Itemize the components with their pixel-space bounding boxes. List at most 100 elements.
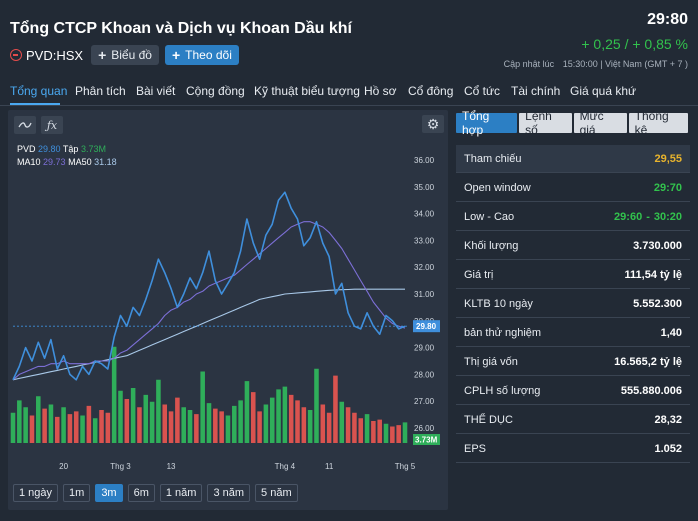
volume-bar [301, 407, 307, 443]
tab-articles[interactable]: Bài viết [136, 84, 176, 98]
current-price: 29:80 [647, 11, 688, 28]
stats-tab-orders[interactable]: Lệnh số [519, 109, 572, 137]
remove-icon[interactable] [10, 49, 22, 61]
x-tick-label: Thg 3 [110, 462, 131, 471]
volume-bar [333, 375, 338, 443]
tab-price-history[interactable]: Giá quá khứ [570, 84, 637, 98]
price-chart[interactable]: 36.0035.0034.0033.0032.0031.0030.0029.00… [8, 110, 448, 480]
function-icon[interactable]: ƒx [41, 116, 63, 134]
volume-bar [320, 404, 326, 443]
follow-button[interactable]: + Theo dõi [164, 45, 239, 65]
volume-bar [99, 410, 104, 443]
volume-bar [162, 404, 168, 443]
volume-bar [396, 425, 401, 443]
stat-value: 555.880.006 [620, 384, 682, 397]
stat-label: Low - Cao [464, 210, 515, 223]
tab-profile[interactable]: Hồ sơ [364, 84, 397, 98]
volume-bar [288, 394, 294, 443]
y-tick-label: 26.00 [414, 424, 435, 433]
chart-button[interactable]: + Biểu đồ [91, 45, 159, 65]
tab-overview[interactable]: Tổng quan [10, 84, 68, 98]
volume-bar [124, 399, 130, 443]
period-3m[interactable]: 3m [95, 484, 123, 502]
tab-analysis[interactable]: Phân tích [75, 84, 126, 98]
price-tag-label: 29.80 [416, 322, 437, 331]
y-tick-label: 28.00 [414, 370, 435, 379]
volume-bar [200, 371, 205, 443]
stat-row-value: Giá trị 111,54 tỷ lệ [456, 261, 690, 289]
stat-value: 16.565,2 tỷ lệ [614, 355, 682, 368]
volume-bar [61, 407, 66, 443]
volume-bar [181, 407, 186, 443]
tab-dividends[interactable]: Cổ tức [464, 84, 501, 98]
volume-bar [307, 410, 313, 443]
ma10-line [12, 221, 406, 381]
volume-bar [339, 401, 345, 443]
stats-tab-statistics[interactable]: Thống kê [628, 109, 689, 137]
stat-label: THỂ DỤC [464, 413, 513, 426]
period-1d[interactable]: 1 ngày [13, 484, 59, 502]
stat-high: 30:20 [653, 210, 682, 223]
gear-icon[interactable]: ⚙ [422, 115, 444, 133]
volume-bar [244, 381, 250, 443]
volume-bar [42, 408, 47, 443]
tab-technical[interactable]: Kỹ thuật biểu tượng [254, 84, 360, 98]
y-tick-label: 29.00 [414, 344, 435, 353]
period-5y[interactable]: 5 năm [255, 484, 298, 502]
stat-row-shares-outstanding: CPLH số lượng 555.880.006 [456, 377, 690, 405]
y-tick-label: 34.00 [414, 210, 435, 219]
stat-row-eps: EPS 1.052 [456, 435, 690, 463]
volume-bar [48, 404, 54, 443]
volume-bar [390, 426, 395, 443]
volume-bar [282, 386, 288, 443]
line-chart-icon[interactable] [14, 116, 36, 134]
stat-row-volume: Khối lượng 3.730.000 [456, 232, 690, 260]
volume-bar [23, 407, 28, 443]
stat-label: bản thử nghiệm [464, 326, 542, 339]
stat-label: KLTB 10 ngày [464, 297, 533, 310]
stats-tabs: Tổng hợp Lệnh số Mức giá Thống kê [456, 109, 690, 137]
tab-community[interactable]: Cộng đồng [186, 84, 245, 98]
volume-bar [29, 415, 35, 443]
stat-label: Khối lượng [464, 239, 519, 252]
tab-shareholders[interactable]: Cổ đông [408, 84, 454, 98]
volume-bar [111, 346, 117, 443]
period-1y[interactable]: 1 năm [159, 484, 203, 502]
volume-bar [130, 388, 136, 443]
y-tick-label: 36.00 [414, 156, 435, 165]
volume-bar [276, 389, 281, 443]
stat-row-avg-volume: KLTB 10 ngày 5.552.300 [456, 290, 690, 318]
stat-row-low-high: Low - Cao 29:60-30:20 [456, 203, 690, 231]
tab-financials[interactable]: Tài chính [511, 84, 561, 98]
volume-bar [73, 411, 79, 443]
volume-bar [168, 411, 174, 443]
volume-bar [54, 416, 60, 443]
legend-ma10-label: MA10 [17, 157, 41, 167]
volume-bar [295, 400, 300, 443]
stat-row-beta: bản thử nghiệm 1,40 [456, 319, 690, 347]
stats-tab-price-levels[interactable]: Mức giá [573, 109, 627, 137]
stat-value-range: 29:60-30:20 [614, 211, 682, 223]
period-6m[interactable]: 6m [127, 484, 155, 502]
period-3y[interactable]: 3 năm [207, 484, 251, 502]
y-tick-label: 27.00 [414, 397, 435, 406]
stat-value: 111,54 tỷ lệ [624, 268, 683, 281]
volume-bar [213, 408, 218, 443]
volume-bar [263, 404, 269, 443]
volume-bar [269, 397, 275, 443]
stat-value: 28,32 [654, 413, 682, 426]
period-1m[interactable]: 1m [63, 484, 91, 502]
stat-label: Open window [464, 181, 531, 194]
x-tick-label: 13 [167, 462, 176, 471]
legend-ma50-label: MA50 [68, 157, 92, 167]
chart-button-label: Biểu đồ [111, 48, 152, 62]
volume-bar [86, 405, 92, 443]
volume-bar [36, 396, 41, 443]
volume-bar [92, 418, 98, 443]
volume-bar [194, 414, 199, 443]
stat-label: CPLH số lượng [464, 384, 541, 397]
period-selector: 1 ngày 1m 3m 6m 1 năm 3 năm 5 năm [13, 484, 303, 502]
stat-value: 29,55 [654, 152, 682, 165]
stats-tab-summary[interactable]: Tổng hợp [456, 109, 518, 137]
main-nav: Tổng quan Phân tích Bài viết Cộng đồng K… [0, 80, 698, 106]
